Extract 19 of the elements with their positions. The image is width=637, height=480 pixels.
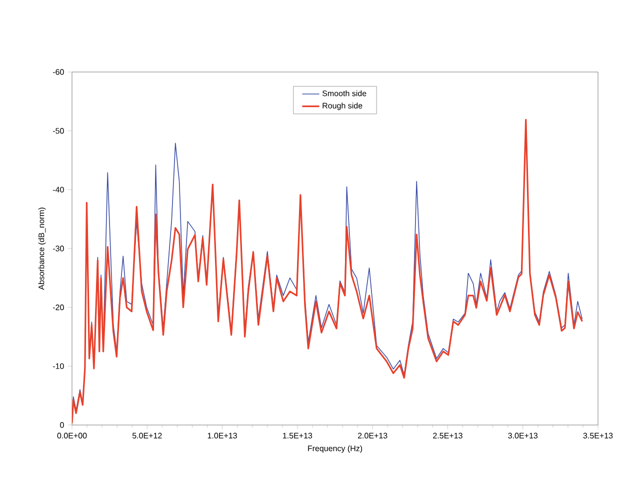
y-tick-label: -40 bbox=[53, 186, 64, 192]
x-tick-label: 2.5E+13 bbox=[433, 432, 462, 438]
x-axis-title: Frequency (Hz) bbox=[308, 445, 362, 453]
legend-label: Rough side bbox=[322, 102, 362, 110]
y-tick-label: -20 bbox=[53, 304, 64, 310]
x-tick-label: 5.0E+12 bbox=[132, 432, 162, 438]
y-tick-label: 0 bbox=[60, 422, 64, 428]
y-tick-label: -60 bbox=[53, 69, 64, 75]
legend-label: Smooth side bbox=[322, 90, 366, 96]
x-tick-label: 0.0E+00 bbox=[57, 432, 87, 438]
y-tick-label: -10 bbox=[53, 363, 64, 370]
x-tick-label: 3.5E+13 bbox=[583, 432, 613, 438]
x-tick-label: 2.0E+13 bbox=[358, 432, 388, 438]
x-tick-label: 1.0E+13 bbox=[208, 432, 237, 438]
y-tick-label: -50 bbox=[53, 128, 64, 134]
x-tick-label: 3.0E+13 bbox=[508, 432, 538, 438]
x-tick-label: 1.5E+13 bbox=[283, 432, 312, 438]
y-axis-title: Absorbance (dB_norm) bbox=[38, 208, 46, 290]
y-tick-label: -30 bbox=[53, 246, 64, 252]
